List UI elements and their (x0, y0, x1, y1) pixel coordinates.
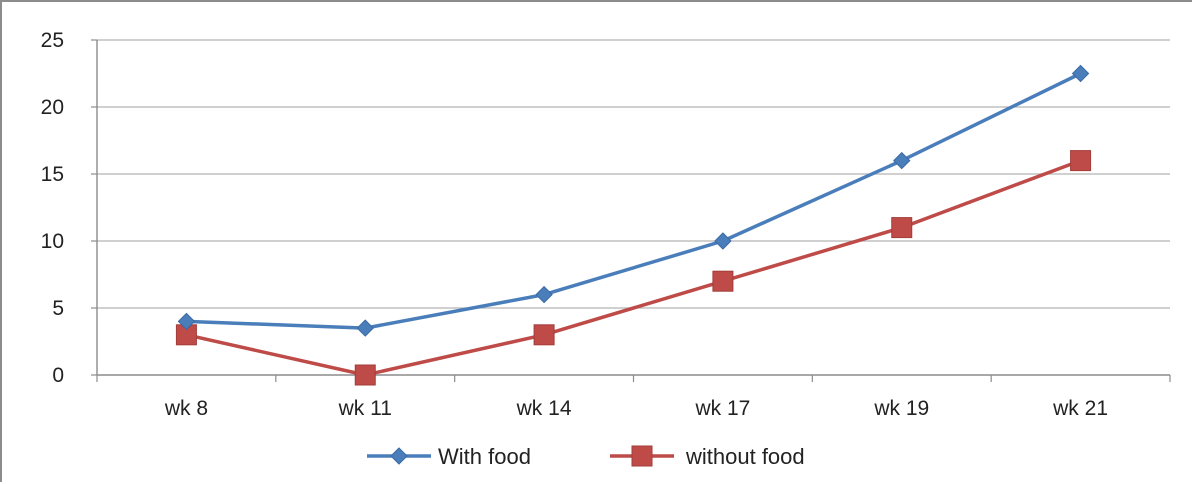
data-point (891, 217, 913, 239)
data-point (177, 312, 196, 331)
x-tick-label: wk 21 (1052, 397, 1108, 420)
series (175, 64, 1092, 386)
x-tick-label: wk 19 (873, 397, 929, 420)
data-point (535, 285, 553, 304)
data-point (714, 232, 732, 250)
x-axis-tick-labels: wk 8 wk 11 wk 14 wk 17 wk 19 wk 21 (164, 397, 1108, 420)
legend-marker (390, 447, 408, 465)
data-point (1071, 64, 1090, 83)
x-tick-label: wk 11 (338, 397, 392, 420)
y-tick-label: 15 (41, 163, 64, 186)
data-point (533, 324, 555, 346)
legend-item: without food (610, 444, 805, 469)
data-point (1070, 150, 1092, 172)
series-line (186, 71, 1082, 330)
series-0 (177, 64, 1090, 337)
data-point (712, 270, 734, 292)
legend-label: With food (438, 444, 531, 469)
data-point (354, 364, 376, 386)
x-tick-label: wk 14 (516, 397, 572, 420)
x-tick-label: wk 8 (164, 397, 208, 420)
series-1 (175, 150, 1092, 386)
legend-marker (631, 445, 653, 467)
gridlines (97, 39, 1170, 309)
y-axis-tick-labels: 0 5 10 15 20 25 (41, 29, 64, 387)
axes (91, 39, 1171, 382)
y-tick-label: 5 (52, 297, 64, 320)
y-tick-label: 10 (41, 230, 64, 253)
y-tick-label: 0 (52, 364, 64, 387)
y-tick-label: 25 (41, 29, 64, 52)
legend-label: without food (685, 444, 805, 469)
data-point (893, 151, 911, 170)
y-tick-label: 20 (41, 96, 64, 119)
data-point (356, 319, 374, 337)
legend-item: With food (367, 444, 531, 469)
series-line (186, 158, 1082, 377)
legend: With food without food (367, 444, 805, 469)
x-tick-label: wk 17 (694, 397, 750, 420)
